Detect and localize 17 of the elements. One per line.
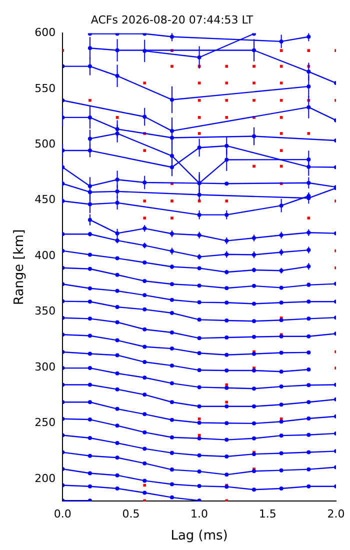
y-tick-label: 500 <box>34 137 56 150</box>
y-axis-title: Range [km] <box>12 229 28 306</box>
x-tick-label: 2.0 <box>327 508 345 521</box>
x-tick-label: 1.5 <box>258 508 276 521</box>
x-axis-title: Lag (ms) <box>170 528 228 544</box>
y-tick-label: 250 <box>34 416 56 430</box>
y-tick-label: 550 <box>34 82 56 95</box>
y-tick-label: 300 <box>34 360 56 374</box>
y-tick-label: 350 <box>34 304 56 318</box>
x-tick-label: 1.0 <box>190 508 208 521</box>
y-tick-label: 200 <box>34 472 56 485</box>
y-tick-label: 450 <box>34 193 56 206</box>
x-tick-label: 0.5 <box>122 508 140 521</box>
y-tick-label: 400 <box>34 248 56 262</box>
x-tick-label: 0.0 <box>54 508 72 521</box>
y-tick-label: 600 <box>34 26 56 40</box>
chart-title: ACFs 2026-08-20 07:44:53 LT <box>90 13 254 26</box>
